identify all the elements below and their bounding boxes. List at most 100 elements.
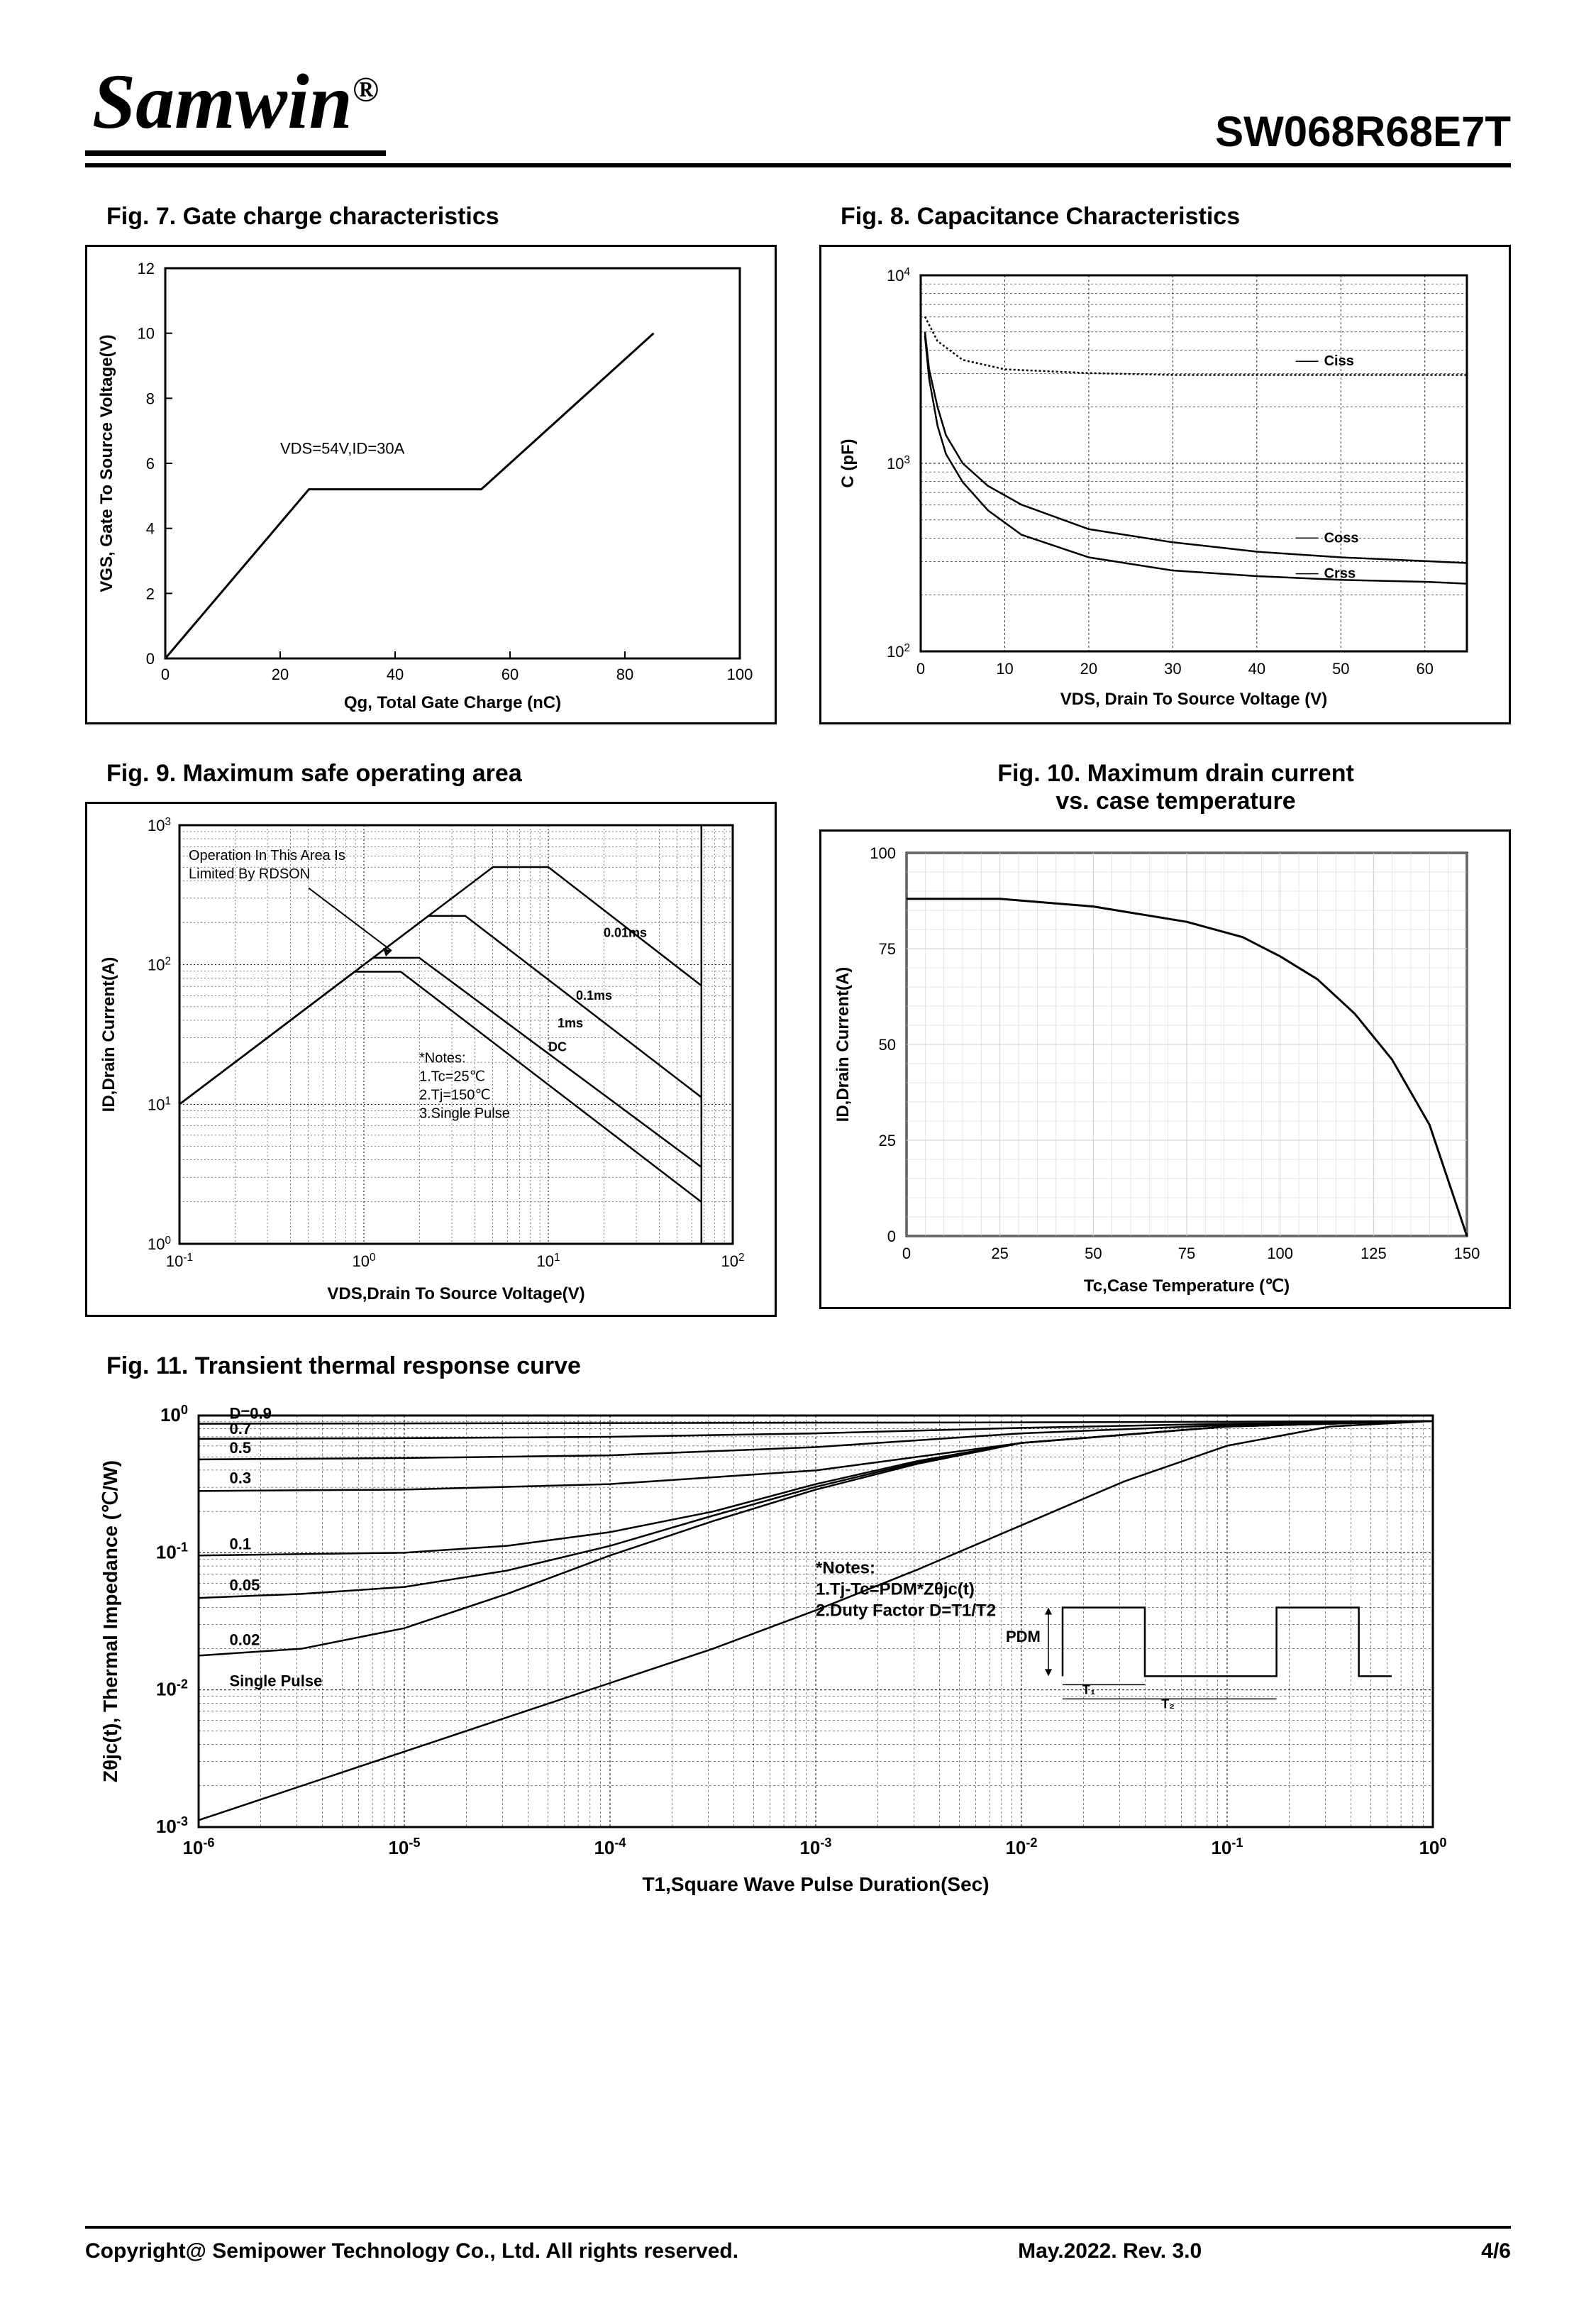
svg-text:10: 10 [996,660,1013,678]
svg-text:1.Tc=25℃: 1.Tc=25℃ [419,1069,485,1084]
revision-text: May.2022. Rev. 3.0 [1018,2239,1202,2263]
svg-text:102: 102 [721,1252,744,1271]
page-header: Samwin® SW068R68E7T [85,57,1511,167]
svg-text:10-2: 10-2 [156,1677,188,1700]
svg-text:*Notes:: *Notes: [816,1558,875,1577]
fig8-chart: 0102030405060102103104CissCossCrssC (pF)… [819,245,1511,724]
svg-text:0: 0 [887,1228,896,1245]
svg-text:100: 100 [352,1252,375,1271]
svg-text:50: 50 [1332,660,1349,678]
fig11-block: Fig. 11. Transient thermal response curv… [85,1345,1511,1905]
svg-text:104: 104 [887,266,910,285]
fig9-title: Fig. 9. Maximum safe operating area [106,760,777,788]
svg-text:0.5: 0.5 [230,1439,252,1457]
svg-text:Operation In This Area Is: Operation In This Area Is [189,848,345,864]
svg-text:Tc,Case Temperature (℃): Tc,Case Temperature (℃) [1084,1276,1290,1296]
svg-text:10-1: 10-1 [156,1540,188,1562]
svg-text:50: 50 [1085,1245,1102,1262]
svg-text:3.Single Pulse: 3.Single Pulse [419,1105,510,1121]
svg-text:100: 100 [870,844,896,862]
svg-text:10-2: 10-2 [1005,1836,1037,1858]
fig7-chart: 020406080100024681012VDS=54V,ID=30AVGS, … [85,245,777,724]
svg-text:4: 4 [146,520,155,538]
svg-text:75: 75 [879,940,896,958]
svg-text:Limited By RDSON: Limited By RDSON [189,866,310,882]
svg-text:0.7: 0.7 [230,1420,252,1438]
svg-text:60: 60 [1417,660,1434,678]
svg-text:0: 0 [161,666,170,683]
svg-text:Coss: Coss [1324,530,1359,546]
fig10-block: Fig. 10. Maximum drain currentvs. case t… [819,753,1511,1317]
svg-text:100: 100 [160,1403,188,1425]
fig10-chart: 02550751001251500255075100ID,Drain Curre… [819,829,1511,1309]
part-number: SW068R68E7T [1215,107,1511,156]
svg-text:Crss: Crss [1324,566,1356,582]
copyright-text: Copyright@ Semipower Technology Co., Ltd… [85,2239,738,2263]
svg-text:20: 20 [272,666,289,683]
svg-text:0: 0 [146,650,155,668]
svg-text:102: 102 [887,642,910,661]
fig9-chart: 10-1100101102100101102103Operation In Th… [85,802,777,1317]
fig9-block: Fig. 9. Maximum safe operating area 10-1… [85,753,777,1317]
svg-text:10-3: 10-3 [799,1836,831,1858]
page-number: 4/6 [1481,2239,1511,2263]
svg-text:0: 0 [902,1245,911,1262]
svg-text:75: 75 [1178,1245,1195,1262]
svg-text:Single Pulse: Single Pulse [230,1672,323,1690]
brand-logo: Samwin® [85,57,386,156]
fig8-title: Fig. 8. Capacitance Characteristics [841,203,1511,231]
svg-text:40: 40 [387,666,404,683]
svg-text:ID,Drain Current(A): ID,Drain Current(A) [99,957,118,1113]
svg-text:6: 6 [146,455,155,473]
brand-text: Samwin [92,58,353,145]
svg-text:25: 25 [879,1132,896,1149]
svg-text:T1,Square Wave Pulse Duration(: T1,Square Wave Pulse Duration(Sec) [642,1873,989,1895]
svg-text:50: 50 [879,1036,896,1054]
svg-text:30: 30 [1164,660,1181,678]
svg-text:ID,Drain Current(A): ID,Drain Current(A) [833,967,853,1122]
svg-text:25: 25 [991,1245,1008,1262]
svg-text:1ms: 1ms [558,1016,583,1030]
svg-text:0.01ms: 0.01ms [604,925,647,939]
svg-text:2.Tj=150℃: 2.Tj=150℃ [419,1087,491,1103]
page-footer: Copyright@ Semipower Technology Co., Ltd… [85,2226,1511,2263]
svg-text:PDM: PDM [1006,1628,1041,1645]
svg-text:0.1: 0.1 [230,1535,252,1552]
fig11-title: Fig. 11. Transient thermal response curv… [106,1352,1511,1380]
fig10-title: Fig. 10. Maximum drain currentvs. case t… [841,760,1511,815]
svg-text:C (pF): C (pF) [838,438,858,487]
svg-text:101: 101 [148,1095,171,1114]
svg-text:103: 103 [887,454,910,473]
svg-text:10-1: 10-1 [166,1252,193,1271]
svg-text:*Notes:: *Notes: [419,1050,466,1066]
svg-text:10-3: 10-3 [156,1814,188,1837]
svg-text:2: 2 [146,585,155,602]
svg-text:10-1: 10-1 [1211,1836,1243,1858]
svg-text:102: 102 [148,955,171,974]
fig7-block: Fig. 7. Gate charge characteristics 0204… [85,196,777,724]
svg-text:VDS, Drain To Source Voltage (: VDS, Drain To Source Voltage (V) [1060,690,1328,709]
svg-text:8: 8 [146,390,155,407]
svg-text:150: 150 [1454,1245,1480,1262]
svg-text:10-5: 10-5 [388,1836,420,1858]
svg-text:0: 0 [916,660,925,678]
svg-text:1.Tj-Tc=PDM*Zθjc(t): 1.Tj-Tc=PDM*Zθjc(t) [816,1579,975,1599]
reg-mark: ® [353,69,379,109]
svg-text:VDS=54V,ID=30A: VDS=54V,ID=30A [280,439,405,457]
fig7-title: Fig. 7. Gate charge characteristics [106,203,777,231]
svg-text:20: 20 [1080,660,1097,678]
svg-text:0.02: 0.02 [230,1631,260,1649]
svg-text:VDS,Drain To Source Voltage(V): VDS,Drain To Source Voltage(V) [327,1284,584,1303]
svg-text:12: 12 [138,260,155,277]
svg-text:VGS, Gate To Source Voltage(V: VGS, Gate To Source Voltage(V) [97,334,116,592]
svg-text:80: 80 [616,666,633,683]
svg-text:DC: DC [548,1040,567,1054]
fig8-block: Fig. 8. Capacitance Characteristics 0102… [819,196,1511,724]
svg-text:100: 100 [1419,1836,1446,1858]
svg-text:100: 100 [727,666,753,683]
svg-text:101: 101 [536,1252,560,1271]
svg-text:10: 10 [138,325,155,343]
svg-text:2.Duty Factor D=T1/T2: 2.Duty Factor D=T1/T2 [816,1601,996,1620]
fig11-chart: 10-610-510-410-310-210-110010-310-210-11… [85,1394,1511,1905]
charts-grid: Fig. 7. Gate charge characteristics 0204… [85,196,1511,1905]
